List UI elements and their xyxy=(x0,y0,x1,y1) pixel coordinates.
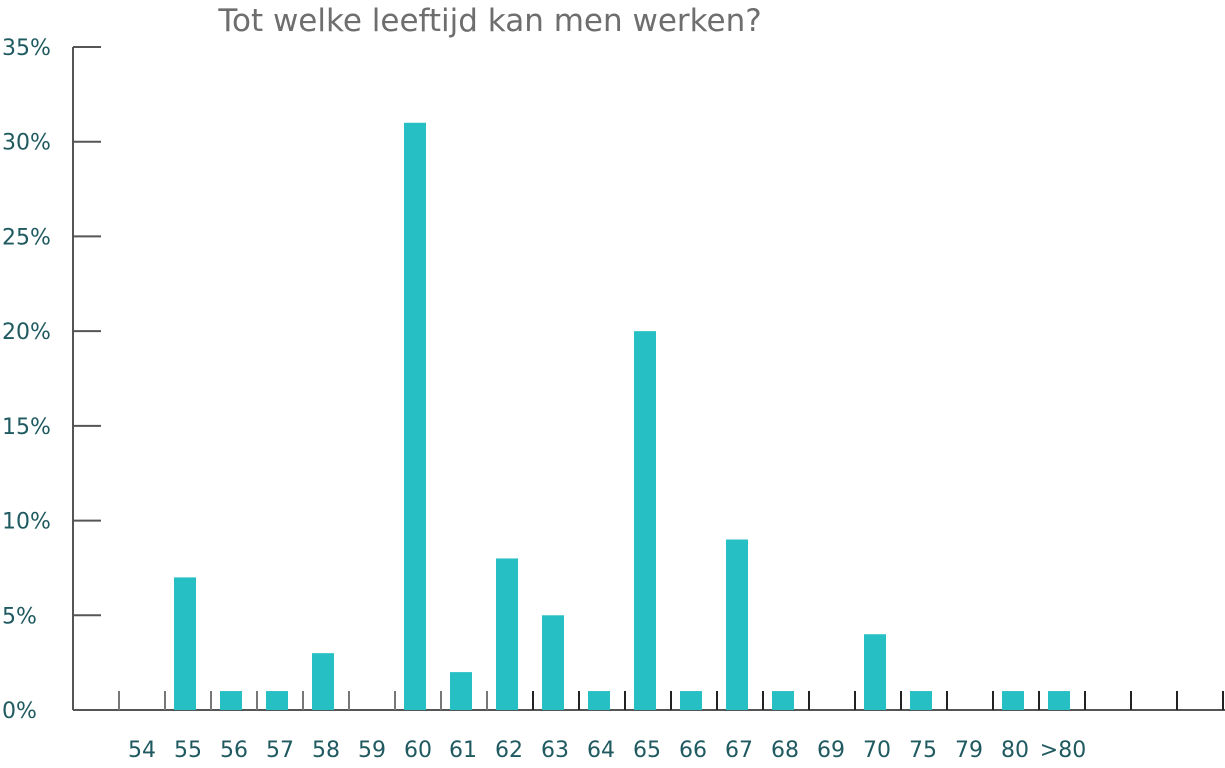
y-tick-label: 35% xyxy=(2,36,51,61)
bar-67 xyxy=(726,539,748,710)
bar-68 xyxy=(772,691,794,710)
x-axis-ticks xyxy=(118,691,1224,710)
bar->80 xyxy=(1048,691,1070,710)
x-tick-label: 70 xyxy=(863,738,891,763)
bar-66 xyxy=(680,691,702,710)
bar-60 xyxy=(404,122,426,711)
bar-series xyxy=(174,122,1070,711)
bar-70 xyxy=(864,634,886,710)
x-tick-label: 63 xyxy=(541,738,569,763)
x-tick-label: 69 xyxy=(817,738,845,763)
x-tick-label: 61 xyxy=(449,738,477,763)
x-tick-label: 58 xyxy=(312,738,340,763)
y-tick-label: 0% xyxy=(2,699,37,724)
x-tick-label: 79 xyxy=(955,738,983,763)
x-tick-label: 55 xyxy=(174,738,202,763)
bar-57 xyxy=(266,691,288,710)
bar-55 xyxy=(174,577,196,710)
x-tick-label: 75 xyxy=(909,738,937,763)
bar-80 xyxy=(1002,691,1024,710)
bar-63 xyxy=(542,615,564,710)
bar-64 xyxy=(588,691,610,710)
bar-56 xyxy=(220,691,242,710)
x-tick-label: 68 xyxy=(771,738,799,763)
x-tick-label: 59 xyxy=(358,738,386,763)
y-tick-label: 5% xyxy=(2,604,37,629)
x-tick-label: 54 xyxy=(128,738,156,763)
x-tick-label: 64 xyxy=(587,738,615,763)
y-tick-label: 20% xyxy=(2,320,51,345)
bar-62 xyxy=(496,558,518,710)
x-tick-label: 66 xyxy=(679,738,707,763)
x-tick-label: 80 xyxy=(1001,738,1029,763)
bar-75 xyxy=(910,691,932,710)
bar-58 xyxy=(312,653,334,710)
y-axis-ticks: 0% 5% 10% 15% 20% 25% 30% 35% xyxy=(2,36,101,724)
y-tick-label: 10% xyxy=(2,510,51,535)
x-tick-label: 56 xyxy=(220,738,248,763)
x-tick-label: >80 xyxy=(1040,738,1086,763)
x-tick-label: 62 xyxy=(495,738,523,763)
x-tick-label: 57 xyxy=(266,738,294,763)
y-tick-label: 15% xyxy=(2,415,51,440)
chart-title: Tot welke leeftijd kan men werken? xyxy=(217,3,761,39)
x-tick-label: 60 xyxy=(404,738,432,763)
bar-65 xyxy=(634,331,656,710)
x-tick-label: 67 xyxy=(725,738,753,763)
y-tick-label: 30% xyxy=(2,131,51,156)
y-tick-label: 25% xyxy=(2,225,51,250)
x-axis-labels: 54 55 56 57 58 59 60 61 62 63 64 65 66 67 68 69 70 75 79 80… xyxy=(128,738,1086,763)
bar-61 xyxy=(450,672,472,710)
x-tick-label: 65 xyxy=(633,738,661,763)
